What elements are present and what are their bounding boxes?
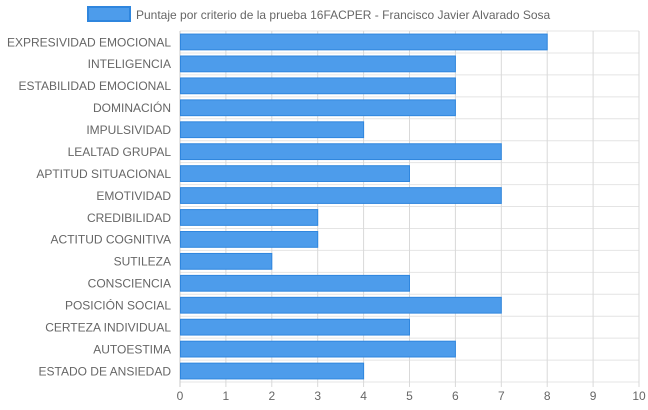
category-label: ESTABILIDAD EMOCIONAL — [19, 79, 172, 93]
bar[interactable] — [180, 77, 456, 95]
bar[interactable] — [180, 209, 319, 226]
category-label: DOMINACIÓN — [93, 100, 171, 115]
x-tick-label: 4 — [360, 389, 367, 403]
x-tick-label: 7 — [498, 389, 505, 403]
x-tick-label: 8 — [544, 389, 551, 403]
bar[interactable] — [180, 55, 456, 73]
bar[interactable] — [180, 318, 410, 336]
category-label: CONSCIENCIA — [88, 277, 171, 291]
category-label: LEALTAD GRUPAL — [68, 145, 172, 159]
bar[interactable] — [180, 362, 365, 380]
bar[interactable] — [180, 274, 410, 292]
category-label: EMOTIVIDAD — [96, 189, 171, 203]
bar[interactable] — [180, 143, 502, 161]
category-label: EXPRESIVIDAD EMOCIONAL — [7, 35, 171, 49]
category-label: AUTOESTIMA — [93, 342, 171, 356]
x-tick-label: 10 — [632, 389, 646, 403]
bar[interactable] — [180, 99, 456, 117]
category-label: POSICIÓN SOCIAL — [65, 298, 171, 313]
x-tick-label: 3 — [314, 389, 321, 403]
x-tick-label: 0 — [177, 389, 184, 403]
category-label: CREDIBILIDAD — [87, 211, 171, 225]
category-label: ESTADO DE ANSIEDAD — [39, 364, 172, 378]
x-tick-label: 6 — [452, 389, 459, 403]
x-tick-label: 2 — [268, 389, 275, 403]
bar[interactable] — [180, 340, 456, 358]
category-label: ACTITUD COGNITIVA — [51, 233, 171, 247]
bars — [180, 33, 548, 380]
category-label: CERTEZA INDIVIDUAL — [45, 320, 171, 334]
category-label: INTELIGENCIA — [88, 57, 171, 71]
bar[interactable] — [180, 187, 502, 204]
legend-label: Puntaje por criterio de la prueba 16FACP… — [136, 8, 551, 22]
category-label: APTITUD SITUACIONAL — [36, 167, 171, 181]
category-labels: EXPRESIVIDAD EMOCIONAL INTELIGENCIA ESTABI… — [7, 35, 171, 378]
x-tick-label: 1 — [223, 389, 230, 403]
x-axis-ticks: 0 1 2 3 4 5 6 7 8 9 10 — [177, 389, 646, 403]
bar[interactable] — [180, 296, 502, 314]
bar[interactable] — [180, 165, 410, 182]
legend[interactable]: Puntaje por criterio de la prueba 16FACP… — [87, 6, 551, 22]
x-tick-label: 9 — [590, 389, 597, 403]
bar[interactable] — [180, 231, 319, 248]
legend-swatch — [87, 6, 131, 22]
x-tick-label: 5 — [406, 389, 413, 403]
bar[interactable] — [180, 252, 273, 270]
bar[interactable] — [180, 121, 365, 139]
category-label: SUTILEZA — [114, 255, 171, 269]
category-label: IMPULSIVIDAD — [86, 123, 171, 137]
bar[interactable] — [180, 33, 548, 51]
